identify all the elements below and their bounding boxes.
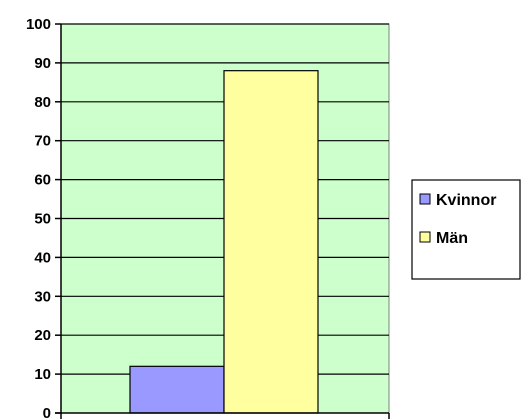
- y-tick-label-60: 60: [34, 172, 51, 189]
- y-tick-label-70: 70: [34, 133, 51, 150]
- y-tick-label-90: 90: [34, 55, 51, 72]
- y-tick-label-80: 80: [34, 94, 51, 111]
- bar-Män: [223, 70, 319, 414]
- y-tick-label-40: 40: [34, 249, 51, 266]
- y-tick-label-100: 100: [26, 16, 51, 33]
- legend-label-Kvinnor: Kvinnor: [436, 192, 496, 209]
- legend-swatch-Män: [419, 231, 431, 243]
- y-tick-label-20: 20: [34, 327, 51, 344]
- y-tick-label-0: 0: [43, 405, 51, 420]
- gridlines: [61, 23, 389, 375]
- y-tick-label-50: 50: [34, 211, 51, 228]
- legend-label-Män: Män: [436, 230, 468, 247]
- y-tick-label-30: 30: [34, 288, 51, 305]
- y-tick-label-10: 10: [34, 366, 51, 383]
- legend-swatch-Kvinnor: [419, 193, 431, 205]
- bar-Kvinnor: [129, 365, 225, 414]
- legend: Kvinnor Män: [411, 179, 521, 280]
- y-tick-labels: 0 10 20 30 40 50 60 70 80 90 100: [26, 16, 61, 420]
